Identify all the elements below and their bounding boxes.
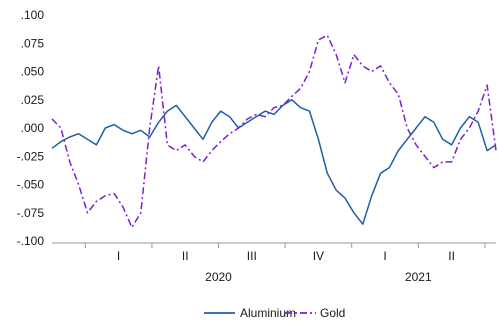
legend-label-aluminium: Aluminium (240, 306, 296, 320)
year-tick-label: 2020 (205, 270, 232, 284)
quarter-tick-label: III (247, 249, 257, 263)
quarter-boundary-ticks (84, 243, 486, 248)
y-tick-label: .050 (21, 65, 45, 79)
quarter-tick-label: II (182, 249, 189, 263)
quarter-tick-label: II (448, 249, 455, 263)
y-tick-label: -.100 (17, 234, 45, 248)
y-tick-label: .000 (21, 121, 45, 135)
y-tick-label: -.075 (17, 206, 45, 220)
series-lines (51, 34, 497, 229)
y-tick-label: -.025 (17, 149, 45, 163)
y-tick-label: .075 (21, 36, 45, 50)
legend-label-gold: Gold (320, 306, 345, 320)
quarter-tick-label: I (383, 249, 386, 263)
year-tick-labels: 2020 2021 (205, 270, 432, 284)
y-tick-label: -.050 (17, 178, 45, 192)
year-tick-label: 2021 (405, 270, 432, 284)
y-tick-label: .100 (21, 8, 45, 22)
quarter-tick-label: IV (313, 249, 324, 263)
series-line-gold (51, 34, 497, 229)
series-line-aluminium (51, 99, 497, 225)
legend: Aluminium Gold (204, 306, 345, 320)
quarter-tick-label: I (117, 249, 120, 263)
quarter-tick-labels: I II III IV I II (117, 249, 455, 263)
y-tick-label: .025 (21, 93, 45, 107)
y-axis-tick-labels: .100 .075 .050 .025 .000 -.025 -.050 -.075 -.100 (17, 8, 45, 248)
